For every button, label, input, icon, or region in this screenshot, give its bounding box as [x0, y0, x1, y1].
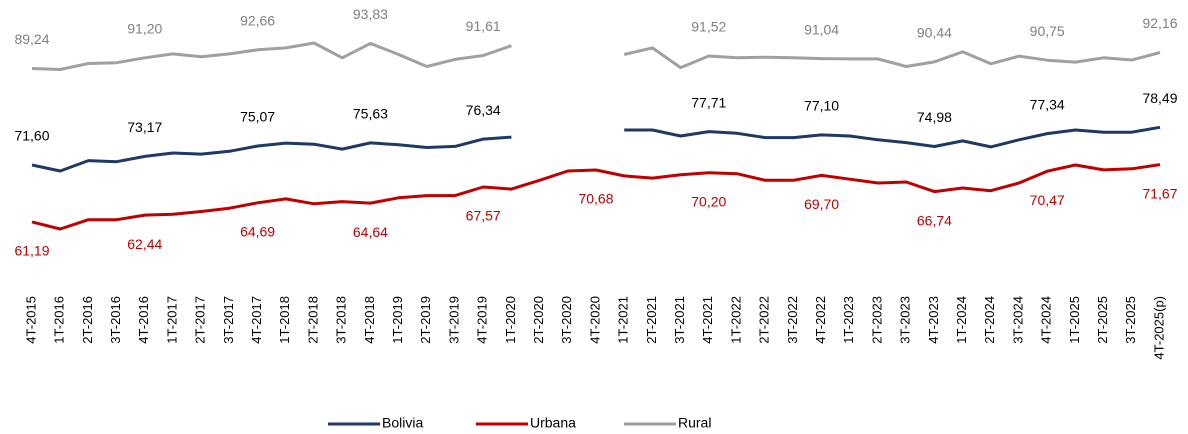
- data-label: 91,52: [691, 19, 726, 35]
- data-label: 70,68: [578, 191, 613, 207]
- data-label: 75,63: [353, 106, 388, 122]
- x-tick-label: 1T-2023: [841, 296, 856, 344]
- data-label: 66,74: [917, 212, 952, 228]
- x-tick-label: 4T-2024: [1039, 296, 1054, 344]
- data-label: 91,20: [127, 20, 162, 36]
- x-tick-label: 3T-2025: [1123, 296, 1138, 344]
- data-label: 76,34: [466, 102, 501, 118]
- data-label: 91,04: [804, 21, 839, 37]
- data-label: 73,17: [127, 119, 162, 135]
- x-tick-label: 3T-2017: [221, 296, 236, 344]
- x-tick-label: 3T-2016: [108, 296, 123, 344]
- x-tick-label: 4T-2022: [813, 296, 828, 344]
- x-tick-label: 2T-2022: [757, 296, 772, 344]
- x-tick-label: 1T-2017: [164, 296, 179, 344]
- x-tick-label: 3T-2020: [559, 296, 574, 344]
- x-tick-label: 4T-2017: [249, 296, 264, 344]
- x-tick-label: 2T-2020: [531, 296, 546, 344]
- data-label: 75,07: [240, 109, 275, 125]
- data-label: 64,69: [240, 223, 275, 239]
- x-tick-label: 4T-2023: [926, 296, 941, 344]
- x-tick-label: 4T-2018: [362, 296, 377, 344]
- x-tick-label: 1T-2022: [728, 296, 743, 344]
- data-label: 78,49: [1142, 90, 1177, 106]
- x-tick-label: 4T-2019: [475, 296, 490, 344]
- data-label: 77,10: [804, 98, 839, 114]
- legend-label: Bolivia: [382, 415, 423, 431]
- x-tick-label: 4T-2021: [700, 296, 715, 344]
- x-tick-label: 2T-2017: [193, 296, 208, 344]
- x-tick-label: 1T-2025: [1067, 296, 1082, 344]
- data-label: 89,24: [14, 31, 49, 47]
- data-label: 77,71: [691, 94, 726, 110]
- data-label: 70,20: [691, 193, 726, 209]
- data-label: 62,44: [127, 236, 162, 252]
- series-line: [31, 41, 1161, 71]
- x-tick-label: 1T-2016: [52, 296, 67, 344]
- x-tick-label: 2T-2021: [644, 296, 659, 344]
- x-tick-label: 1T-2019: [390, 296, 405, 344]
- x-tick-label: 2T-2019: [418, 296, 433, 344]
- data-label: 61,19: [14, 243, 49, 259]
- x-tick-label: 3T-2018: [334, 296, 349, 344]
- series-line: [31, 163, 1161, 231]
- data-label: 90,75: [1030, 23, 1065, 39]
- series-line: [31, 125, 1161, 173]
- x-tick-label: 2T-2023: [869, 296, 884, 344]
- data-label: 92,16: [1142, 15, 1177, 31]
- data-label: 77,34: [1030, 96, 1065, 112]
- x-tick-label: 1T-2021: [616, 296, 631, 344]
- data-label: 92,66: [240, 12, 275, 28]
- data-label: 91,61: [466, 18, 501, 34]
- data-label: 74,98: [917, 109, 952, 125]
- x-tick-label: 1T-2020: [503, 296, 518, 344]
- x-tick-label: 4T-2025(p): [1151, 296, 1166, 360]
- x-tick-label: 4T-2015: [23, 296, 38, 344]
- data-label: 64,64: [353, 224, 388, 240]
- data-label: 71,67: [1142, 185, 1177, 201]
- x-tick-label: 3T-2021: [672, 296, 687, 344]
- data-label: 69,70: [804, 196, 839, 212]
- x-tick-label: 1T-2024: [954, 296, 969, 344]
- x-tick-label: 3T-2023: [898, 296, 913, 344]
- data-label: 93,83: [353, 6, 388, 22]
- x-tick-label: 4T-2016: [136, 296, 151, 344]
- x-tick-label: 3T-2024: [1010, 296, 1025, 344]
- x-tick-label: 2T-2016: [80, 296, 95, 344]
- data-label: 70,47: [1030, 192, 1065, 208]
- data-label: 90,44: [917, 25, 952, 41]
- data-label: 67,57: [466, 208, 501, 224]
- legend-label: Rural: [678, 415, 711, 431]
- x-tick-label: 2T-2025: [1095, 296, 1110, 344]
- x-tick-label: 4T-2020: [587, 296, 602, 344]
- x-tick-label: 2T-2018: [305, 296, 320, 344]
- x-tick-label: 3T-2019: [446, 296, 461, 344]
- legend-label: Urbana: [530, 415, 576, 431]
- x-tick-label: 1T-2018: [277, 296, 292, 344]
- data-label: 71,60: [14, 128, 49, 144]
- x-tick-label: 3T-2022: [785, 296, 800, 344]
- x-tick-label: 2T-2024: [982, 296, 997, 344]
